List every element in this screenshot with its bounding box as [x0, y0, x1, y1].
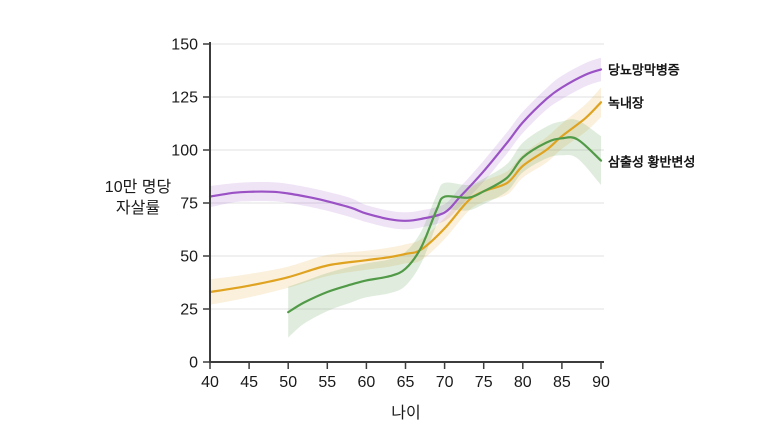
series-line-0	[208, 68, 603, 222]
x-tick-label-65: 65	[397, 374, 415, 391]
series-line-2	[287, 136, 603, 314]
x-tick-label-85: 85	[553, 374, 571, 391]
x-tick-label-55: 55	[318, 374, 336, 391]
y-tick-label-150: 150	[171, 37, 198, 54]
x-axis-title: 나이	[391, 405, 421, 422]
y-axis-title-line2: 자살률	[115, 200, 161, 217]
confidence-band-2	[288, 119, 601, 338]
x-tick-label-75: 75	[475, 374, 493, 391]
y-tick-label-50: 50	[180, 249, 198, 266]
y-tick-label-25: 25	[180, 302, 198, 319]
axes: 0 25 50 75 100 125 150 40 45 50 55 60 65 70 75 80 85 90	[171, 37, 610, 392]
y-tick-label-0: 0	[189, 355, 198, 372]
y-axis-title-line1: 10만 명당	[104, 179, 172, 196]
x-tick-label-40: 40	[201, 374, 219, 391]
x-tick-label-45: 45	[240, 374, 258, 391]
series-line-1	[208, 101, 603, 294]
series-lines	[208, 68, 603, 314]
gridlines	[210, 43, 604, 310]
confidence-bands	[210, 57, 601, 338]
x-tick-label-70: 70	[436, 374, 454, 391]
series-label-glaucoma: 녹내장	[608, 95, 644, 111]
x-tick-label-80: 80	[514, 374, 532, 391]
confidence-band-1	[210, 87, 601, 305]
series-label-exudative-macular-degeneration: 삼출성 황반변성	[608, 154, 696, 170]
x-tick-label-60: 60	[358, 374, 376, 391]
x-tick-label-50: 50	[279, 374, 297, 391]
x-tick-label-90: 90	[592, 374, 610, 391]
y-tick-label-125: 125	[171, 90, 198, 107]
y-tick-label-75: 75	[180, 196, 198, 213]
y-tick-label-100: 100	[171, 143, 198, 160]
series-label-diabetic-retinopathy: 당뇨망막병증	[608, 62, 680, 78]
y-axis-title: 10만 명당 자살률	[82, 177, 194, 219]
